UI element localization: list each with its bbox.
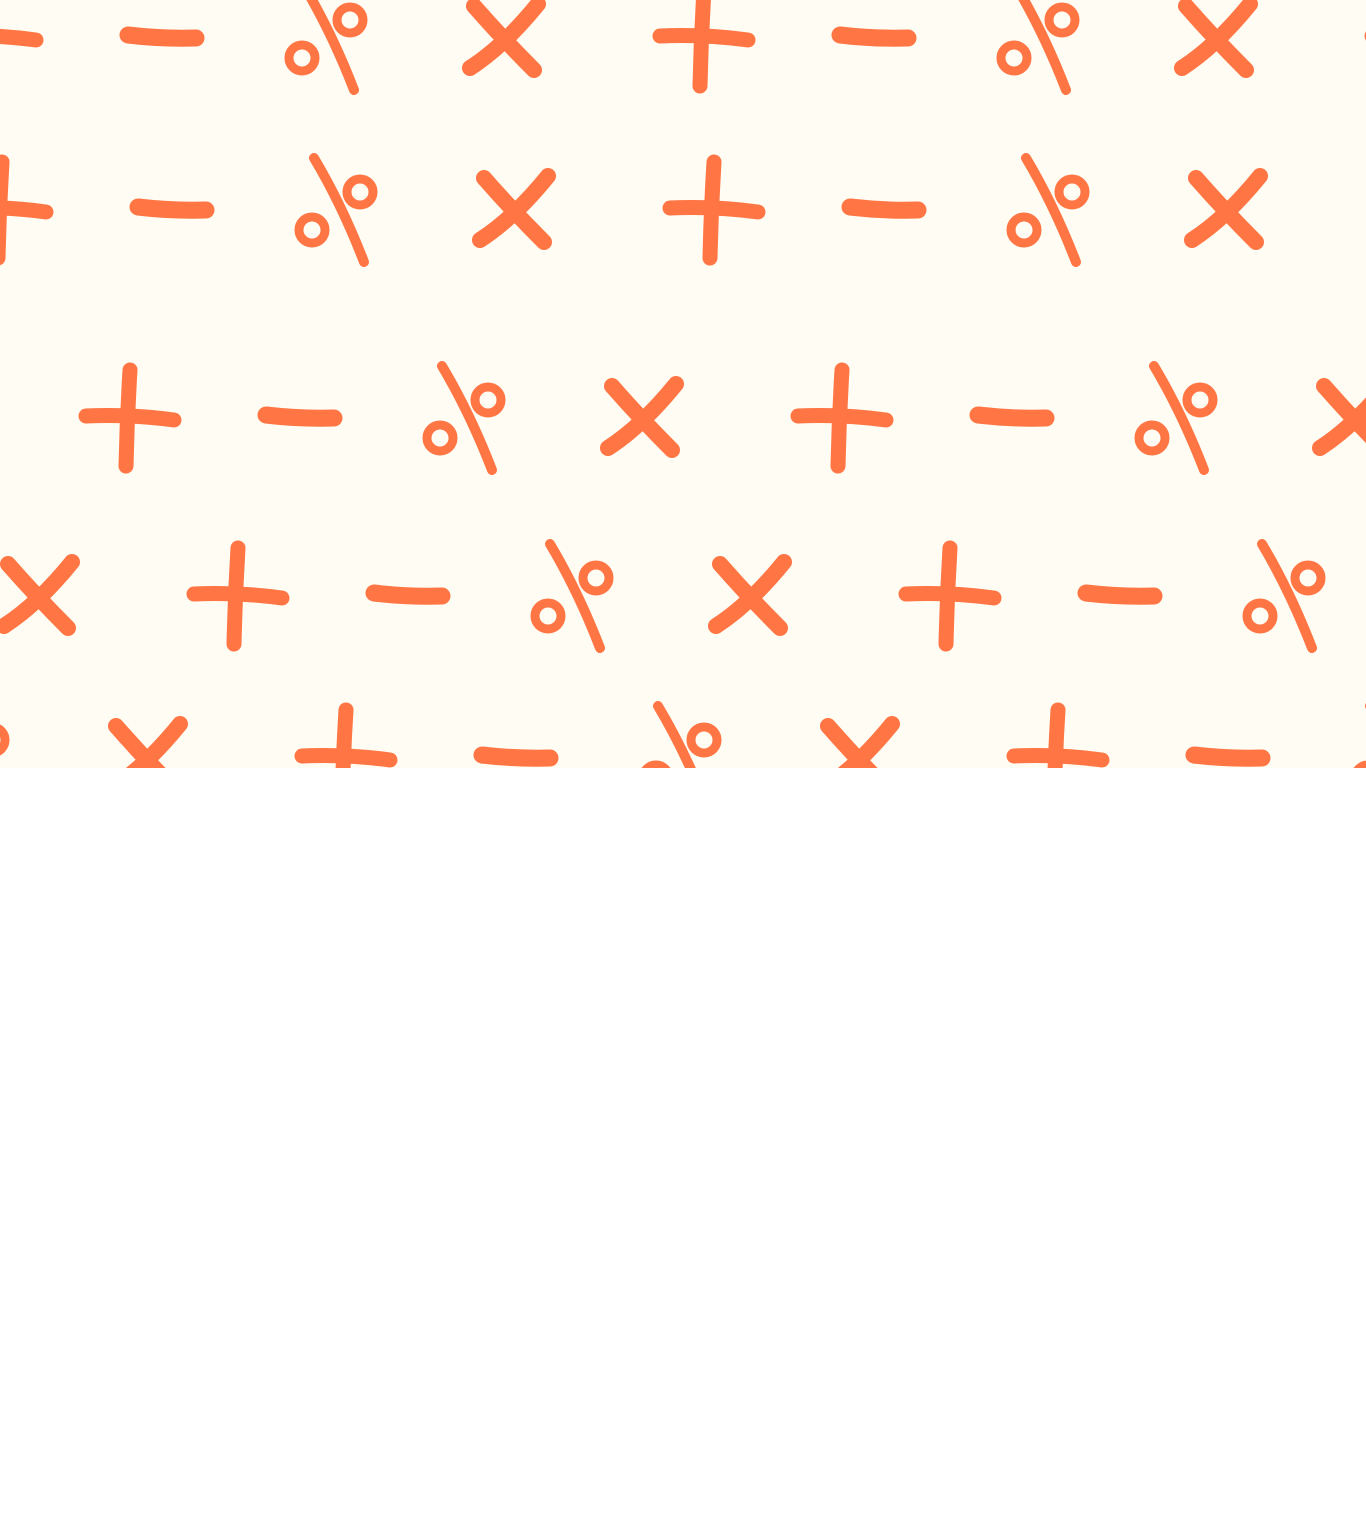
minus-icon	[840, 35, 908, 38]
hero-pattern-banner	[0, 0, 1366, 768]
minus-icon	[978, 415, 1046, 418]
minus-icon	[482, 755, 550, 758]
minus-icon	[1086, 593, 1154, 596]
minus-icon	[1194, 755, 1262, 758]
minus-icon	[128, 35, 196, 38]
minus-icon	[138, 207, 206, 210]
blank-content-area	[0, 768, 1366, 1536]
minus-icon	[850, 207, 918, 210]
minus-icon	[374, 593, 442, 596]
math-symbol-pattern	[0, 0, 1366, 768]
minus-icon	[266, 415, 334, 418]
